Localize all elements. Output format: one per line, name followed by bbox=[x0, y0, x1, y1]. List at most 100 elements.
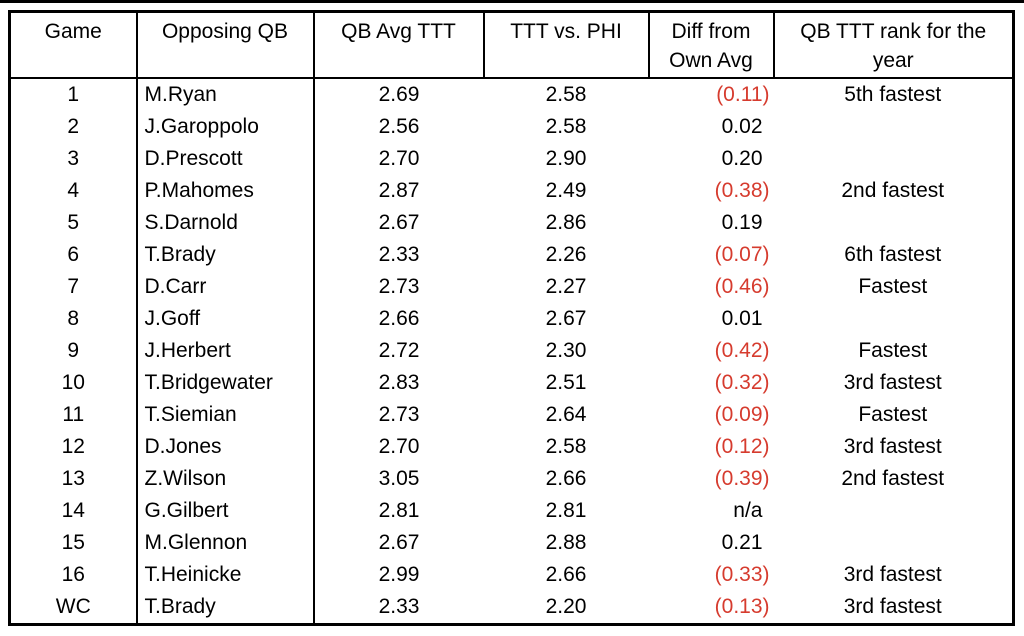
qb-avg-ttt-cell: 2.56 bbox=[378, 114, 420, 138]
ttt-vs-phi-cell: 2.27 bbox=[545, 274, 587, 298]
diff-cell: (0.33) bbox=[714, 562, 770, 586]
table-row: 12 D.Jones 2.70 2.58 (0.12) 3rd fastest bbox=[9, 430, 1014, 463]
game-cell: 8 bbox=[9, 302, 138, 335]
diff-cell: (0.42) bbox=[714, 338, 770, 362]
diff-cell: (0.09) bbox=[714, 402, 770, 426]
opposing-qb-cell: D.Jones bbox=[136, 430, 315, 463]
qb-avg-ttt-cell: 2.67 bbox=[378, 530, 420, 554]
diff-cell: (0.12) bbox=[714, 434, 770, 458]
game-cell: 2 bbox=[9, 110, 138, 143]
ttt-vs-phi-cell: 2.81 bbox=[545, 498, 587, 522]
game-cell: 1 bbox=[9, 77, 138, 111]
game-cell: 4 bbox=[9, 174, 138, 207]
ttt-vs-phi-cell: 2.20 bbox=[545, 594, 587, 618]
table-row: 9 J.Herbert 2.72 2.30 (0.42) Fastest bbox=[9, 334, 1014, 367]
game-cell: 14 bbox=[9, 494, 138, 527]
opposing-qb-cell: T.Brady bbox=[136, 238, 315, 271]
table-row: 11 T.Siemian 2.73 2.64 (0.09) Fastest bbox=[9, 398, 1014, 431]
rank-cell: Fastest bbox=[858, 274, 928, 298]
qb-avg-ttt-cell: 2.66 bbox=[378, 306, 420, 330]
ttt-vs-phi-cell: 2.88 bbox=[545, 530, 587, 554]
header-qb-avg-ttt: QB Avg TTT bbox=[313, 11, 485, 79]
qb-avg-ttt-cell: 2.72 bbox=[378, 338, 420, 362]
qb-avg-ttt-cell: 2.69 bbox=[378, 82, 420, 106]
qb-avg-ttt-cell: 2.70 bbox=[378, 434, 420, 458]
diff-cell: 0.01) bbox=[721, 306, 763, 330]
table-row: WC T.Brady 2.33 2.20 (0.13) 3rd fastest bbox=[9, 590, 1014, 624]
opposing-qb-cell: D.Prescott bbox=[136, 142, 315, 175]
table-row: 3D.Prescott 2.70 2.90 0.20) bbox=[9, 142, 1014, 175]
game-cell: 6 bbox=[9, 238, 138, 271]
game-cell: WC bbox=[9, 590, 138, 624]
table-row: 14G.Gilbert 2.81 2.81 n/a) bbox=[9, 494, 1014, 527]
qb-avg-ttt-cell: 2.83 bbox=[378, 370, 420, 394]
ttt-vs-phi-cell: 2.67 bbox=[545, 306, 587, 330]
diff-cell: 0.21) bbox=[721, 530, 763, 554]
ttt-vs-phi-cell: 2.26 bbox=[545, 242, 587, 266]
header-qb-ttt-rank: QB TTT rank for the year bbox=[773, 11, 1014, 79]
qb-avg-ttt-cell: 2.73 bbox=[378, 274, 420, 298]
header-diff-from-own-avg: Diff from Own Avg bbox=[648, 11, 775, 79]
opposing-qb-cell: Z.Wilson bbox=[136, 462, 315, 495]
rank-cell bbox=[774, 143, 1014, 175]
ttt-vs-phi-cell: 2.58 bbox=[545, 114, 587, 138]
game-cell: 3 bbox=[9, 142, 138, 175]
opposing-qb-cell: T.Siemian bbox=[136, 398, 315, 431]
rank-cell bbox=[774, 527, 1014, 559]
diff-cell: 0.20) bbox=[721, 146, 763, 170]
game-cell: 15 bbox=[9, 526, 138, 559]
rank-cell: 3rd fastest bbox=[843, 434, 942, 458]
table-row: 13 Z.Wilson 3.05 2.66 (0.39) 2nd fastest bbox=[9, 462, 1014, 495]
game-cell: 10 bbox=[9, 366, 138, 399]
rank-cell: 3rd fastest bbox=[843, 562, 942, 586]
ttt-vs-phi-cell: 2.86 bbox=[545, 210, 587, 234]
header-ttt-vs-phi: TTT vs. PHI bbox=[483, 11, 650, 79]
opposing-qb-cell: J.Goff bbox=[136, 302, 315, 335]
game-cell: 13 bbox=[9, 462, 138, 495]
game-cell: 9 bbox=[9, 334, 138, 367]
opposing-qb-cell: J.Herbert bbox=[136, 334, 315, 367]
ttt-vs-phi-cell: 2.64 bbox=[545, 402, 587, 426]
rank-cell: 3rd fastest bbox=[843, 370, 942, 394]
opposing-qb-cell: D.Carr bbox=[136, 270, 315, 303]
ttt-vs-phi-cell: 2.66 bbox=[545, 562, 587, 586]
opposing-qb-cell: P.Mahomes bbox=[136, 174, 315, 207]
rank-cell: 6th fastest bbox=[844, 242, 942, 266]
table-row: 5S.Darnold 2.67 2.86 0.19) bbox=[9, 206, 1014, 239]
ttt-vs-phi-cell: 2.49 bbox=[545, 178, 587, 202]
rank-cell: Fastest bbox=[858, 338, 928, 362]
diff-cell: (0.07) bbox=[714, 242, 770, 266]
ttt-vs-phi-cell: 2.66 bbox=[545, 466, 587, 490]
diff-cell: n/a) bbox=[733, 498, 763, 522]
rank-cell: 5th fastest bbox=[844, 82, 942, 106]
top-rule bbox=[0, 0, 1024, 3]
qb-avg-ttt-cell: 2.99 bbox=[378, 562, 420, 586]
table-header-row: Game Opposing QB QB Avg TTT TTT vs. PHI … bbox=[9, 11, 1014, 79]
game-cell: 16 bbox=[9, 558, 138, 591]
rank-cell: 3rd fastest bbox=[843, 594, 942, 618]
game-cell: 7 bbox=[9, 270, 138, 303]
opposing-qb-cell: M.Glennon bbox=[136, 526, 315, 559]
table-row: 2J.Garoppolo 2.56 2.58 0.02) bbox=[9, 110, 1014, 143]
ttt-vs-phi-cell: 2.90 bbox=[545, 146, 587, 170]
table-row: 7 D.Carr 2.73 2.27 (0.46) Fastest bbox=[9, 270, 1014, 303]
opposing-qb-cell: T.Heinicke bbox=[136, 558, 315, 591]
diff-cell: 0.02) bbox=[721, 114, 763, 138]
ttt-vs-phi-cell: 2.30 bbox=[545, 338, 587, 362]
rank-cell: 2nd fastest bbox=[841, 466, 945, 490]
qb-avg-ttt-cell: 2.33 bbox=[378, 594, 420, 618]
diff-cell: (0.13) bbox=[714, 594, 770, 618]
game-cell: 11 bbox=[9, 398, 138, 431]
game-cell: 12 bbox=[9, 430, 138, 463]
qb-ttt-table: Game Opposing QB QB Avg TTT TTT vs. PHI … bbox=[8, 10, 1015, 626]
qb-avg-ttt-cell: 2.33 bbox=[378, 242, 420, 266]
qb-avg-ttt-cell: 2.87 bbox=[378, 178, 420, 202]
rank-cell bbox=[774, 495, 1014, 527]
rank-cell bbox=[774, 303, 1014, 335]
diff-cell: (0.32) bbox=[714, 370, 770, 394]
table-row: 4 P.Mahomes 2.87 2.49 (0.38) 2nd fastest bbox=[9, 174, 1014, 207]
ttt-vs-phi-cell: 2.58 bbox=[545, 434, 587, 458]
diff-cell: (0.46) bbox=[714, 274, 770, 298]
diff-cell: 0.19) bbox=[721, 210, 763, 234]
